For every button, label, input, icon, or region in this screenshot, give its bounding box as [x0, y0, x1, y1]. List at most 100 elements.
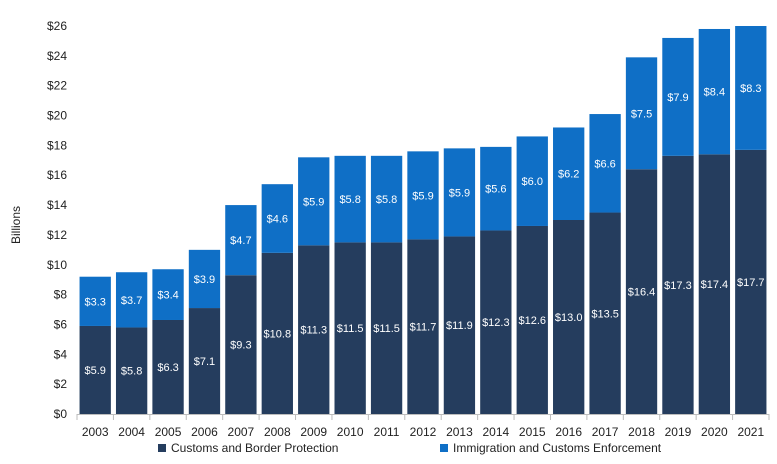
ice-data-label: $5.8 [376, 194, 397, 206]
cbp-data-label: $11.5 [337, 323, 364, 335]
ice-bar-segment [152, 269, 184, 320]
legend: Customs and Border Protection Immigration… [158, 441, 662, 455]
cbp-data-label: $6.3 [157, 362, 178, 374]
cbp-bar-segment [152, 319, 184, 414]
legend-label-cbp: Customs and Border Protection [171, 441, 338, 455]
y-tick-label: $4 [54, 347, 68, 361]
ice-data-label: $8.3 [740, 83, 761, 95]
cbp-bar-segment [334, 242, 366, 414]
cbp-data-label: $12.3 [482, 317, 510, 329]
cbp-data-label: $11.3 [300, 325, 327, 337]
y-tick-label: $20 [47, 109, 67, 123]
cbp-bar-segment [553, 220, 585, 414]
y-tick-label: $22 [47, 79, 67, 93]
x-tick-label: 2012 [410, 425, 437, 439]
ice-bar-segment [298, 157, 330, 246]
ice-bar-segment [443, 148, 476, 237]
y-tick-label: $26 [47, 19, 67, 33]
cbp-bar-segment [407, 239, 439, 414]
ice-data-label: $5.6 [485, 184, 506, 196]
y-tick-label: $18 [47, 138, 67, 152]
x-tick-label: 2015 [519, 425, 546, 439]
cbp-bar-segment [662, 155, 694, 414]
cbp-data-label: $9.3 [230, 340, 251, 352]
cbp-bar-segment [225, 275, 257, 414]
ice-bar-segment [553, 127, 585, 220]
ice-bar-segment [115, 272, 148, 328]
ice-bar-segment [480, 146, 512, 231]
cbp-data-label: $11.9 [446, 320, 473, 332]
cbp-data-label: $16.4 [628, 287, 656, 299]
y-axis: $0 $2 $4 $6 $8 $10 $12 $14 $16 $18 $20 $22 $24 $26 [47, 19, 67, 421]
ice-bar-segment [407, 151, 439, 240]
x-tick-label: 2003 [82, 425, 109, 439]
x-tick-label: 2008 [264, 425, 291, 439]
x-tick-label: 2007 [228, 425, 255, 439]
cbp-bar-segment [370, 242, 403, 414]
ice-bar-segment [625, 57, 658, 170]
cbp-bar-segment [589, 212, 621, 414]
cbp-bar-segment [443, 236, 476, 414]
cbp-bar-segment [298, 245, 330, 414]
ice-data-label: $6.2 [558, 169, 579, 181]
cbp-bar-segment [188, 308, 221, 414]
x-axis: 2003 2004 2005 2006 2007 2008 2009 2010 2011 2012… [76, 414, 770, 439]
cbp-bar-segment [79, 325, 111, 414]
y-tick-label: $0 [54, 407, 68, 421]
x-tick-label: 2020 [701, 425, 728, 439]
cbp-data-label: $17.4 [701, 279, 729, 291]
ice-data-label: $4.6 [267, 214, 288, 226]
ice-data-label: $5.9 [412, 190, 433, 202]
y-tick-label: $2 [54, 377, 68, 391]
ice-bar-segment [261, 184, 293, 253]
cbp-data-label: $5.8 [121, 366, 142, 378]
x-tick-label: 2018 [628, 425, 655, 439]
x-tick-label: 2006 [191, 425, 218, 439]
cbp-bar-segment [735, 149, 767, 415]
ice-data-label: $3.7 [121, 295, 142, 307]
cbp-bar-segment [480, 230, 512, 414]
cbp-data-label: $12.6 [518, 315, 546, 327]
legend-swatch-ice [440, 444, 448, 452]
cbp-data-label: $5.9 [84, 365, 105, 377]
ice-bar-segment [225, 205, 257, 276]
cbp-bar-segment [516, 225, 548, 414]
ice-bar-segment [79, 276, 111, 326]
y-tick-label: $14 [47, 198, 67, 212]
ice-data-label: $3.9 [194, 274, 215, 286]
cbp-data-label: $11.5 [373, 323, 400, 335]
x-tick-label: 2011 [374, 425, 400, 439]
x-tick-label: 2010 [337, 425, 364, 439]
y-tick-label: $10 [47, 258, 67, 272]
ice-bar-segment [698, 28, 731, 155]
cbp-bar-segment [261, 252, 293, 414]
cbp-data-label: $17.3 [664, 280, 692, 292]
legend-label-ice: Immigration and Customs Enforcement [453, 441, 662, 455]
y-axis-label: Billions [9, 206, 23, 244]
cbp-data-label: $10.8 [264, 328, 292, 340]
cbp-bar-segment [625, 169, 658, 414]
ice-data-label: $5.9 [303, 196, 324, 208]
bars: $5.9 $3.3 $5.8 $3.7 $6.3 $3.4 $7.1 $3.9 $9.3 $4.7… [79, 26, 767, 415]
cbp-data-label: $13.0 [555, 312, 583, 324]
ice-bar-segment [589, 114, 621, 213]
ice-bar-segment [735, 26, 767, 150]
y-tick-label: $24 [47, 49, 67, 63]
x-tick-label: 2013 [446, 425, 473, 439]
cbp-bar-segment [115, 327, 148, 414]
ice-data-label: $5.9 [449, 187, 470, 199]
ice-data-label: $3.4 [157, 290, 178, 302]
x-tick-label: 2005 [155, 425, 182, 439]
x-tick-label: 2014 [482, 425, 509, 439]
ice-data-label: $6.0 [522, 176, 543, 188]
ice-data-label: $5.8 [339, 194, 360, 206]
ice-data-label: $7.9 [667, 92, 688, 104]
ice-data-label: $6.6 [594, 158, 615, 170]
x-tick-label: 2004 [118, 425, 145, 439]
x-tick-label: 2017 [592, 425, 619, 439]
y-tick-label: $16 [47, 168, 67, 182]
x-tick-label: 2009 [300, 425, 327, 439]
ice-bar-segment [188, 249, 221, 309]
cbp-data-label: $17.7 [737, 277, 765, 289]
